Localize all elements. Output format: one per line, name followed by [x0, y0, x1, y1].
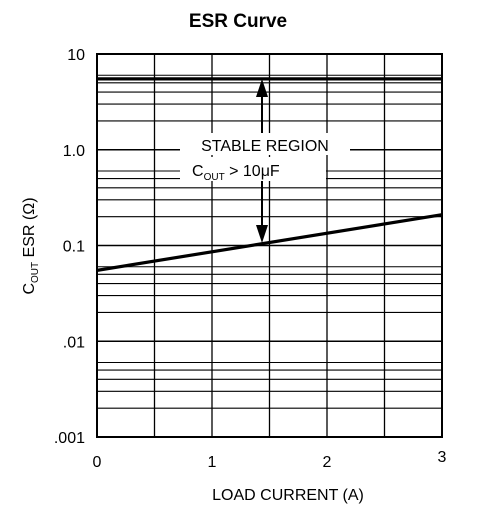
annotation-cout-c: C: [192, 163, 204, 180]
y-tick-label: 10: [67, 47, 85, 64]
plot-frame: [96, 53, 443, 438]
annotation-cout-rest: > 10μF: [225, 163, 280, 180]
x-tick-label: 1: [208, 454, 217, 471]
chart-title: ESR Curve: [189, 11, 287, 32]
arrow-up-head: [256, 79, 268, 97]
y-axis-label-sub: OUT: [30, 262, 41, 283]
y-tick-labels: 10 1.0 0.1 .01 .001: [54, 47, 85, 447]
annotation-cout-sub: OUT: [204, 172, 225, 183]
y-axis-label: COUT ESR (Ω): [21, 197, 41, 294]
y-axis-label-rest: ESR (Ω): [21, 197, 38, 261]
y-tick-label: .01: [63, 334, 85, 351]
x-tick-label: 0: [93, 454, 102, 471]
y-axis-label-c: C: [21, 283, 38, 295]
y-tick-label: 1.0: [63, 143, 85, 160]
grid-lines: [97, 54, 442, 438]
series-lines: [96, 77, 443, 272]
x-tick-label: 3: [438, 449, 447, 466]
annotation-stable-region: STABLE REGION: [201, 138, 329, 155]
arrow-down-head: [256, 225, 268, 243]
series-line-lower-limit: [96, 213, 443, 272]
annotation-box-1: [180, 133, 350, 155]
annotation-cout-condition: COUT > 10μF: [192, 163, 280, 183]
annotation-box-2: [180, 157, 326, 181]
y-tick-label: 0.1: [63, 239, 85, 256]
x-tick-labels: 0 1 2 3: [93, 449, 447, 471]
x-axis-label: LOAD CURRENT (A): [212, 487, 364, 504]
y-tick-label: .001: [54, 430, 85, 447]
x-tick-label: 2: [323, 454, 332, 471]
